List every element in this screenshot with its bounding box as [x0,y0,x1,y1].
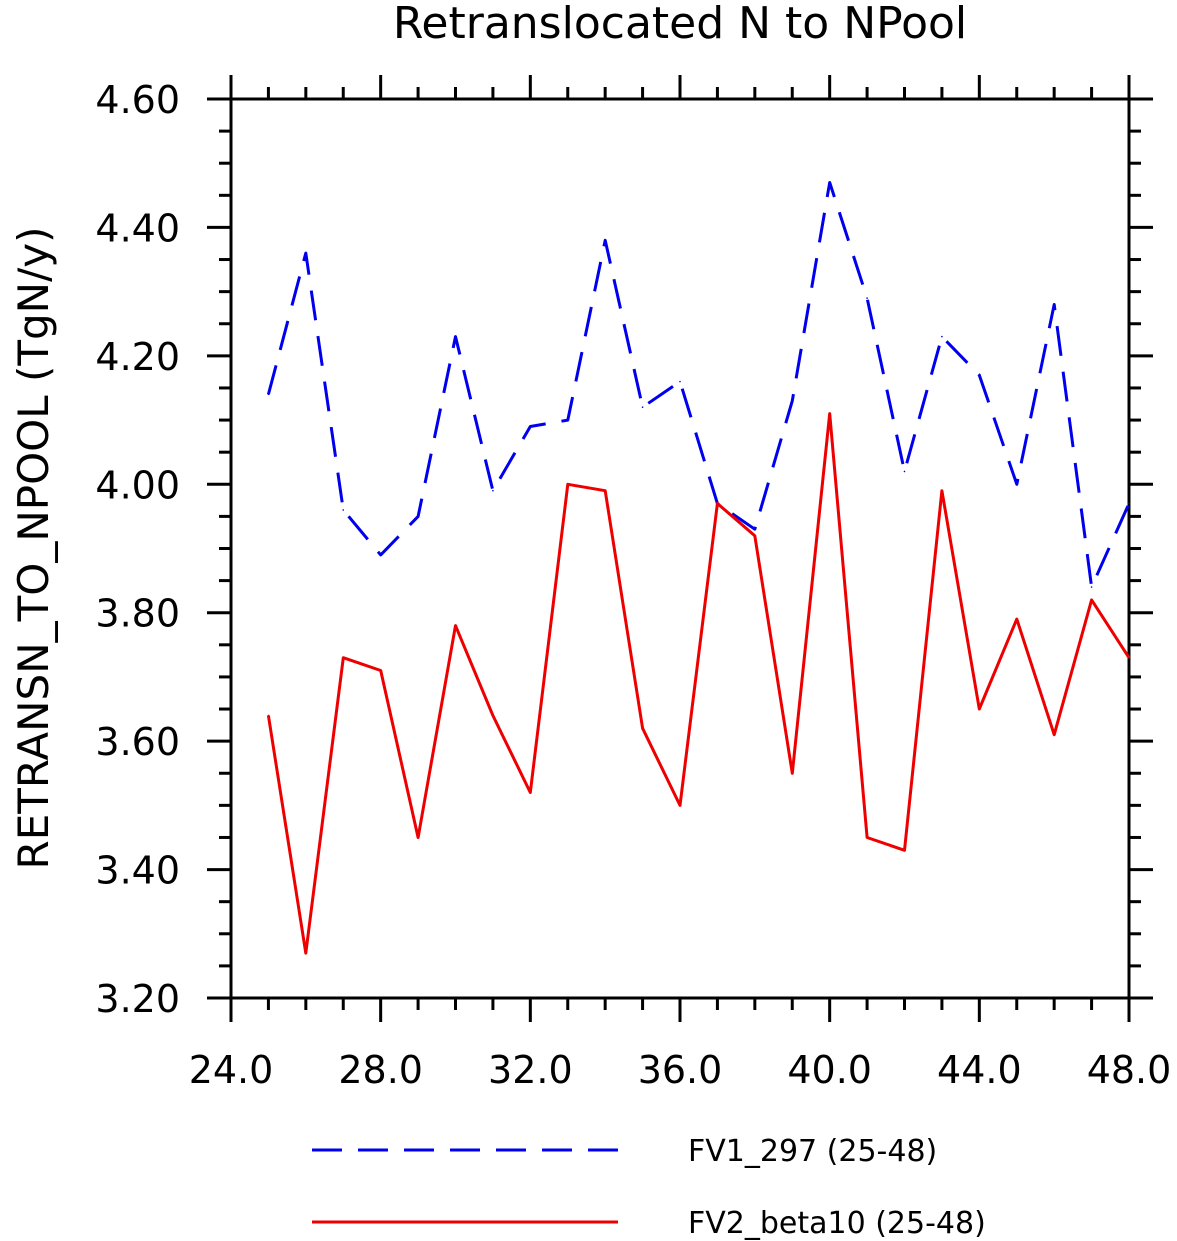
chart-title: Retranslocated N to NPool [393,0,967,49]
legend-label-1: FV2_beta10 (25-48) [688,1206,986,1241]
data-point-0 [379,554,382,556]
data-point-0 [492,489,494,492]
data-point-1 [492,714,494,717]
data-point-0 [1090,586,1093,588]
series-line-0 [266,181,1131,589]
data-point-1 [978,708,981,710]
x-tick-label: 32.0 [488,1048,573,1092]
data-point-0 [1053,303,1055,306]
x-tick-label: 48.0 [1087,1048,1172,1092]
data-point-1 [941,489,943,492]
data-point-1 [305,952,307,954]
legend: FV1_297 (25-48) FV2_beta10 (25-48) [312,1134,986,1241]
data-point-0 [604,239,606,242]
data-point-1 [754,534,756,537]
y-tick-label: 3.20 [95,977,180,1021]
x-tick-label: 44.0 [937,1048,1022,1092]
data-point-0 [305,252,307,254]
x-tick-label: 40.0 [787,1048,872,1092]
data-point-1 [454,624,457,627]
data-point-1 [716,502,719,505]
axes: 24.0 28.0 32.0 36.0 40.0 44.0 48.0 3.20 3.40 3.60… [95,75,1171,1092]
data-point-1 [1090,599,1093,601]
data-point-0 [866,297,868,299]
data-point-0 [529,425,532,428]
data-point-0 [1128,502,1130,505]
series-line-1 [266,412,1131,955]
data-point-0 [978,374,981,376]
y-axis-label: RETRANSN_TO_NPOOL (TgN/y) [9,227,58,870]
series-layer [266,181,1131,955]
data-point-0 [791,400,794,402]
y-tick-label: 4.20 [95,335,180,379]
y-tick-label: 4.00 [95,463,180,507]
data-point-1 [1015,618,1018,620]
y-tick-label: 3.40 [95,849,180,893]
y-tick-label: 4.60 [95,78,180,122]
data-point-0 [267,393,270,396]
data-point-1 [791,772,794,775]
data-point-1 [866,836,868,839]
data-point-0 [754,528,756,531]
data-point-0 [342,509,345,511]
data-point-1 [1128,656,1130,659]
y-tick-label: 4.40 [95,206,180,250]
data-point-1 [903,849,906,852]
data-point-1 [641,727,644,730]
data-point-0 [903,470,906,473]
data-point-0 [679,380,681,383]
data-point-0 [941,335,943,338]
data-point-1 [417,836,419,839]
data-point-1 [267,714,270,717]
data-point-1 [604,489,606,492]
y-tick-label: 3.80 [95,592,180,636]
data-point-0 [566,419,569,421]
data-point-1 [828,412,831,415]
data-point-0 [641,406,644,409]
data-point-1 [566,483,569,486]
data-point-1 [529,791,532,794]
data-point-1 [379,669,382,672]
y-tick-label: 3.60 [95,720,180,764]
data-point-0 [1015,483,1018,486]
data-point-0 [417,515,419,518]
x-tick-label: 24.0 [189,1048,274,1092]
x-tick-label: 36.0 [638,1048,723,1092]
legend-label-0: FV1_297 (25-48) [688,1134,937,1169]
data-point-1 [342,656,345,659]
data-point-1 [1053,733,1055,736]
plot-frame [229,97,1131,1000]
data-point-0 [454,335,457,338]
data-point-0 [828,181,831,184]
data-point-1 [679,804,681,807]
x-tick-label: 28.0 [338,1048,423,1092]
